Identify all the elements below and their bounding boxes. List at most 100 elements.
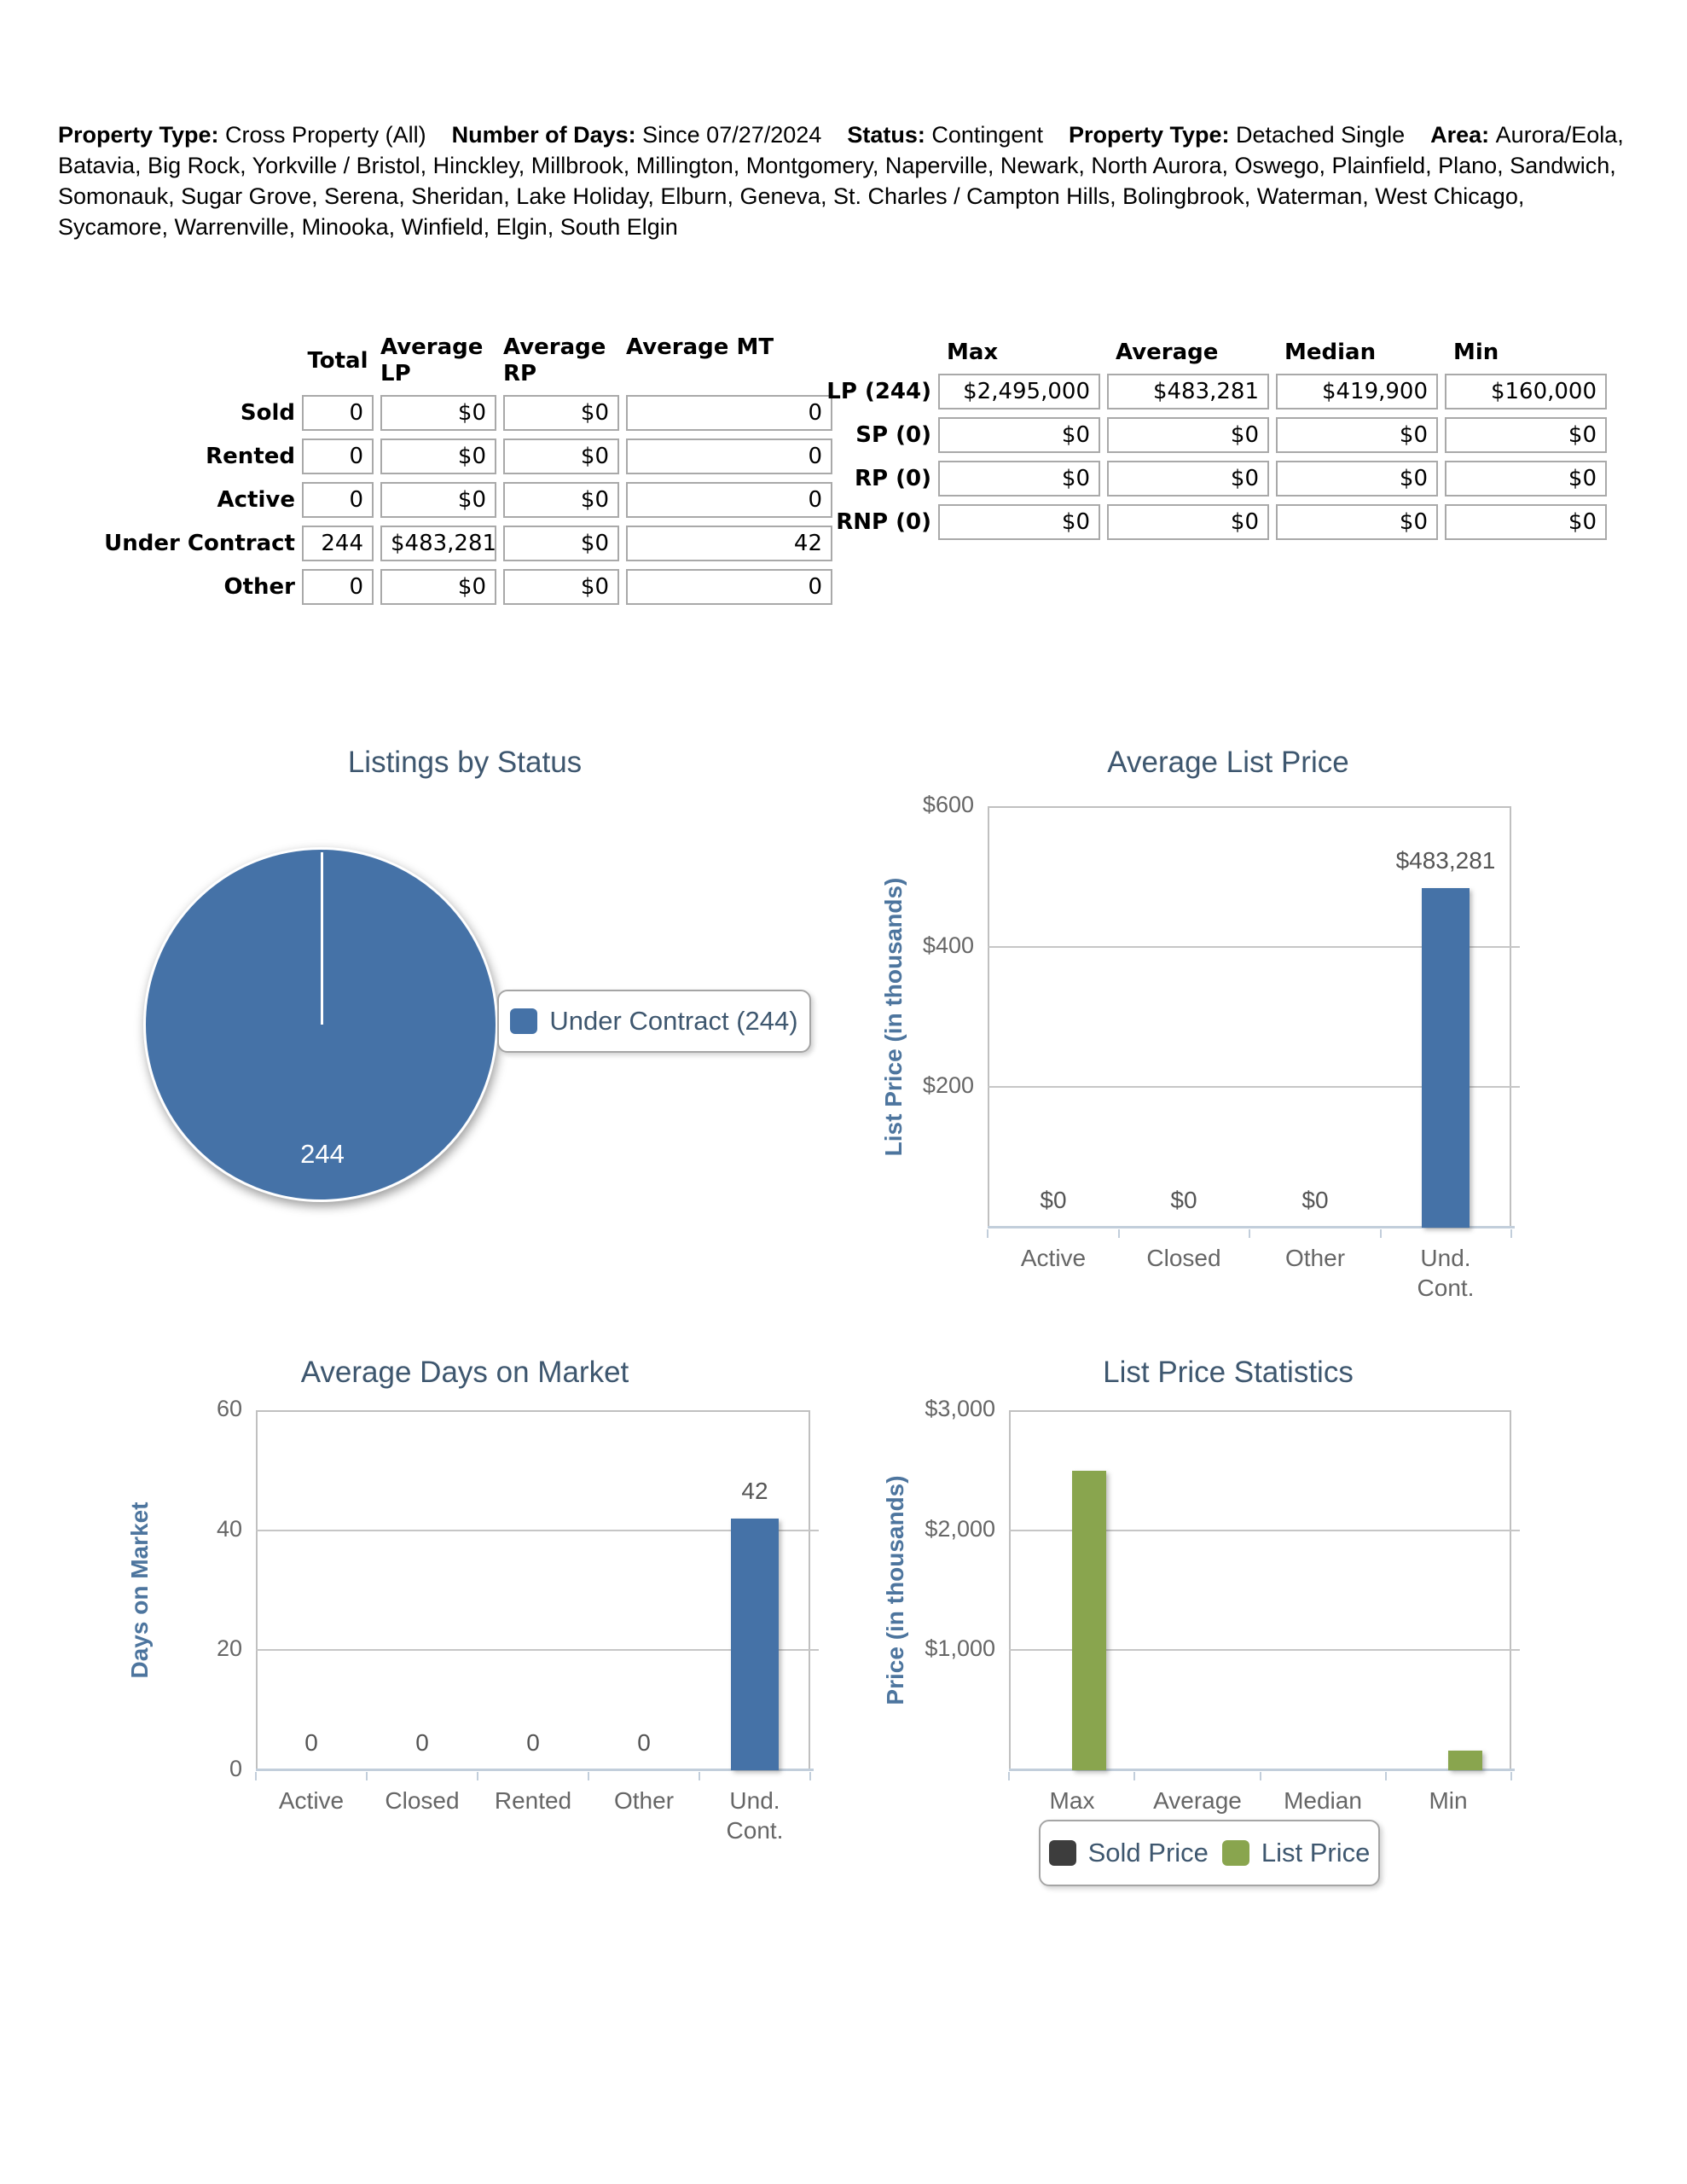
bar-max[interactable] [1072,1471,1106,1770]
bar-value-label: 0 [637,1729,651,1756]
price-row-label: LP (244) [826,379,931,404]
price-value-field[interactable]: $0 [938,417,1100,453]
price-value-field[interactable]: $483,281 [1107,374,1269,410]
status-value-field[interactable]: 0 [626,569,832,605]
status-row-label: Rented [206,444,295,469]
header-filter: Status: Contingent [847,122,1043,148]
bar-und-cont-[interactable] [731,1519,779,1770]
status-summary-table: Total Average LP Average RP Average MT Sold 0… [92,334,832,605]
status-value-field[interactable]: 0 [302,439,374,474]
x-category-label: Active [1020,1245,1087,1271]
gridline [1009,1530,1520,1531]
price-value-field[interactable]: $0 [1445,504,1607,540]
x-tick-mark [1249,1229,1250,1238]
x-tick-mark [1510,1772,1512,1780]
chart-listings-by-status: Listings by Status 244 Under Contract (2… [85,734,844,1322]
header-filter: Property Type: Detached Single [1068,122,1406,148]
legend-label: List Price [1261,1838,1371,1867]
status-row-label: Under Contract [104,531,295,556]
y-tick-label: 0 [229,1756,242,1781]
x-tick-mark [477,1772,478,1780]
x-category-label: Und. Cont. [726,1787,784,1844]
price-value-field[interactable]: $2,495,000 [938,374,1100,410]
header-filter: Number of Days: Since 07/27/2024 [451,122,822,148]
status-value-field[interactable]: 244 [302,526,374,561]
header-area: Area: Aurora/Eola, Batavia, Big Rock, Yo… [58,122,1624,240]
price-stats-table: Max Average Median Min LP (244) $2,495,000 $48… [800,340,1607,540]
status-value-field[interactable]: $0 [380,395,496,431]
status-value-field[interactable]: 0 [626,395,832,431]
x-tick-mark [588,1772,589,1780]
x-category-label: Max [1049,1787,1095,1814]
x-tick-mark [366,1772,368,1780]
price-row-label: RP (0) [855,466,931,491]
pie-legend[interactable]: Under Contract (244) [497,990,811,1053]
pie-slice-border [321,852,323,1025]
price-value-field[interactable]: $0 [1276,504,1438,540]
x-tick-mark [1385,1772,1387,1780]
status-value-field[interactable]: $0 [503,482,619,518]
price-col-header: Min [1453,340,1499,365]
price-value-field[interactable]: $160,000 [1445,374,1607,410]
bar-value-label: $0 [1040,1187,1067,1213]
status-row-label: Active [217,487,295,513]
bar-value-label: 0 [304,1729,318,1756]
status-value-field[interactable]: 0 [626,439,832,474]
status-value-field[interactable]: $0 [503,395,619,431]
gridline [988,1086,1520,1088]
price-value-field[interactable]: $0 [938,461,1100,497]
status-value-field[interactable]: $0 [503,439,619,474]
price-col-header: Median [1284,340,1377,365]
gridline [1009,1649,1520,1651]
legend-swatch [1048,1840,1076,1866]
status-col-header: Average LP [380,334,484,386]
price-value-field[interactable]: $0 [1276,417,1438,453]
price-value-field[interactable]: $0 [1276,461,1438,497]
gridline [256,1530,819,1531]
legend-item-under-contract[interactable]: Under Contract (244) [510,1006,798,1037]
bar-min[interactable] [1448,1751,1482,1770]
bar-und-cont-[interactable] [1422,888,1470,1228]
legend-label: Under Contract (244) [549,1006,798,1036]
legend-item-sold-price[interactable]: Sold Price [1048,1838,1209,1868]
chart-legend[interactable]: Sold Price List Price [1039,1820,1380,1886]
y-tick-label: $200 [922,1072,974,1098]
status-value-field[interactable]: $0 [380,569,496,605]
status-value-field[interactable]: 0 [302,395,374,431]
price-value-field[interactable]: $0 [938,504,1100,540]
status-value-field[interactable]: 0 [626,482,832,518]
header-filter: Property Type: Cross Property (All) [58,122,426,148]
status-row-label: Sold [240,400,295,426]
chart-title: List Price Statistics [1103,1356,1354,1389]
y-tick-label: $600 [922,792,974,817]
x-tick-mark [1133,1772,1135,1780]
x-category-label: Active [278,1787,345,1814]
status-value-field[interactable]: $0 [503,569,619,605]
status-value-field[interactable]: $0 [380,482,496,518]
legend-swatch [510,1008,538,1034]
status-value-field[interactable]: 42 [626,526,832,561]
price-value-field[interactable]: $0 [1107,504,1269,540]
price-value-field[interactable]: $0 [1107,417,1269,453]
price-value-field[interactable]: $0 [1445,417,1607,453]
status-value-field[interactable]: $483,281 [380,526,496,561]
x-axis-line [256,1769,814,1771]
y-tick-label: $3,000 [925,1396,995,1421]
pie-data-label: 244 [300,1139,345,1169]
price-row-label: RNP (0) [836,509,931,535]
x-axis-line [1009,1769,1515,1771]
price-value-field[interactable]: $0 [1107,461,1269,497]
price-col-header: Average [1116,340,1219,365]
status-value-field[interactable]: 0 [302,569,374,605]
legend-label: Sold Price [1087,1838,1209,1867]
price-value-field[interactable]: $0 [1445,461,1607,497]
status-value-field[interactable]: $0 [503,526,619,561]
bar-value-label: 0 [415,1729,429,1756]
legend-item-list-price[interactable]: List Price [1221,1838,1371,1868]
report-header: Property Type: Cross Property (All) Numbe… [58,119,1636,242]
legend-swatch [1221,1840,1249,1866]
status-value-field[interactable]: 0 [302,482,374,518]
price-value-field[interactable]: $419,900 [1276,374,1438,410]
status-value-field[interactable]: $0 [380,439,496,474]
